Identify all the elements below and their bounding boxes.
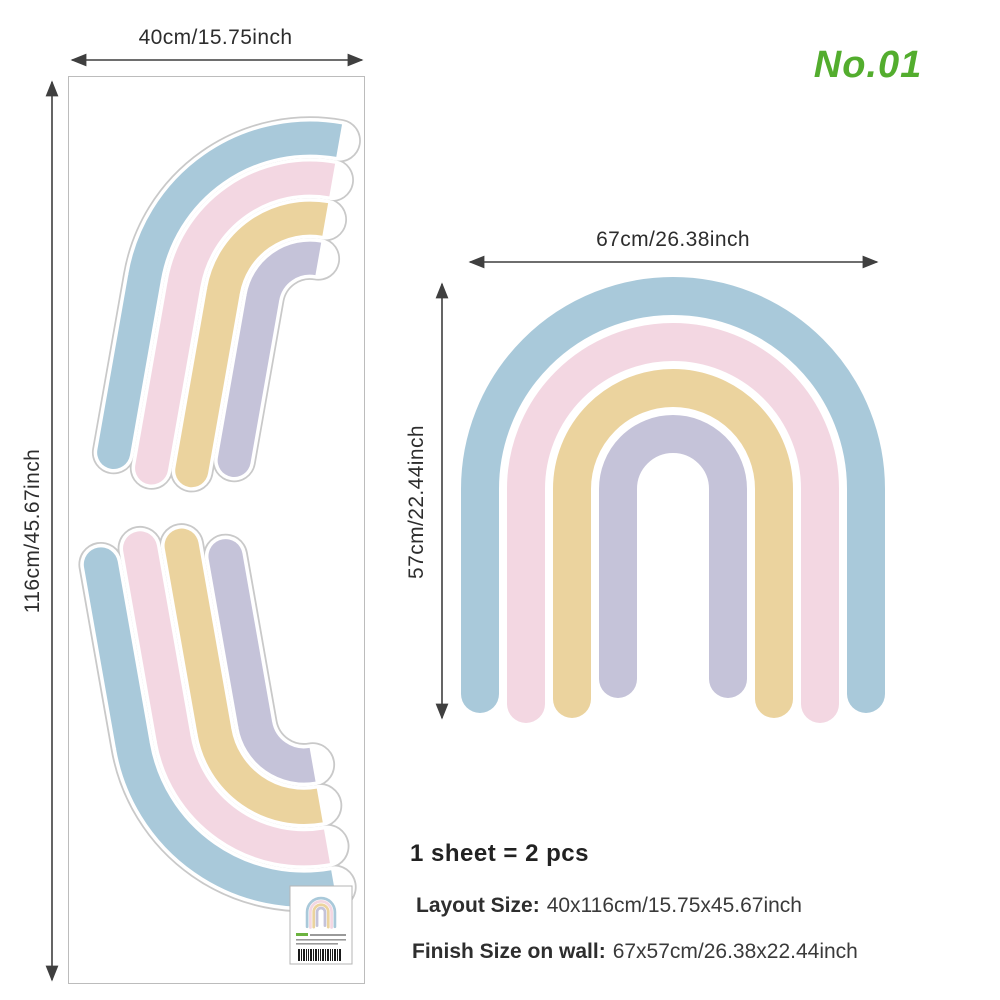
rainbow-piece-top: [91, 116, 361, 493]
finish-size-value: 67x57cm/26.38x22.44inch: [612, 940, 858, 963]
layout-sheet: [68, 76, 365, 984]
piece-bands: [97, 121, 343, 488]
finish-size-line: Finish Size on wall: 67x57cm/26.38x22.44i…: [412, 940, 858, 964]
layout-size-label: Layout Size:: [416, 894, 540, 917]
barcode-icon: [298, 949, 341, 961]
finish-size-label: Finish Size on wall:: [412, 940, 606, 963]
product-number-badge: No.01: [813, 44, 923, 86]
product-label: [289, 885, 353, 965]
layout-size-value: 40x116cm/15.75x45.67inch: [546, 894, 802, 917]
wall-width-label: 67cm/26.38inch: [596, 228, 750, 251]
layout-size-line: Layout Size: 40x116cm/15.75x45.67inch: [416, 894, 802, 918]
sheet-height-label: 116cm/45.67inch: [21, 448, 44, 614]
sheet-width-label: 40cm/15.75inch: [138, 26, 293, 49]
pieces-per-sheet-text: 1 sheet = 2 pcs: [410, 840, 589, 867]
label-text-lines: [296, 933, 346, 945]
wall-height-label: 57cm/22.44inch: [405, 425, 428, 579]
